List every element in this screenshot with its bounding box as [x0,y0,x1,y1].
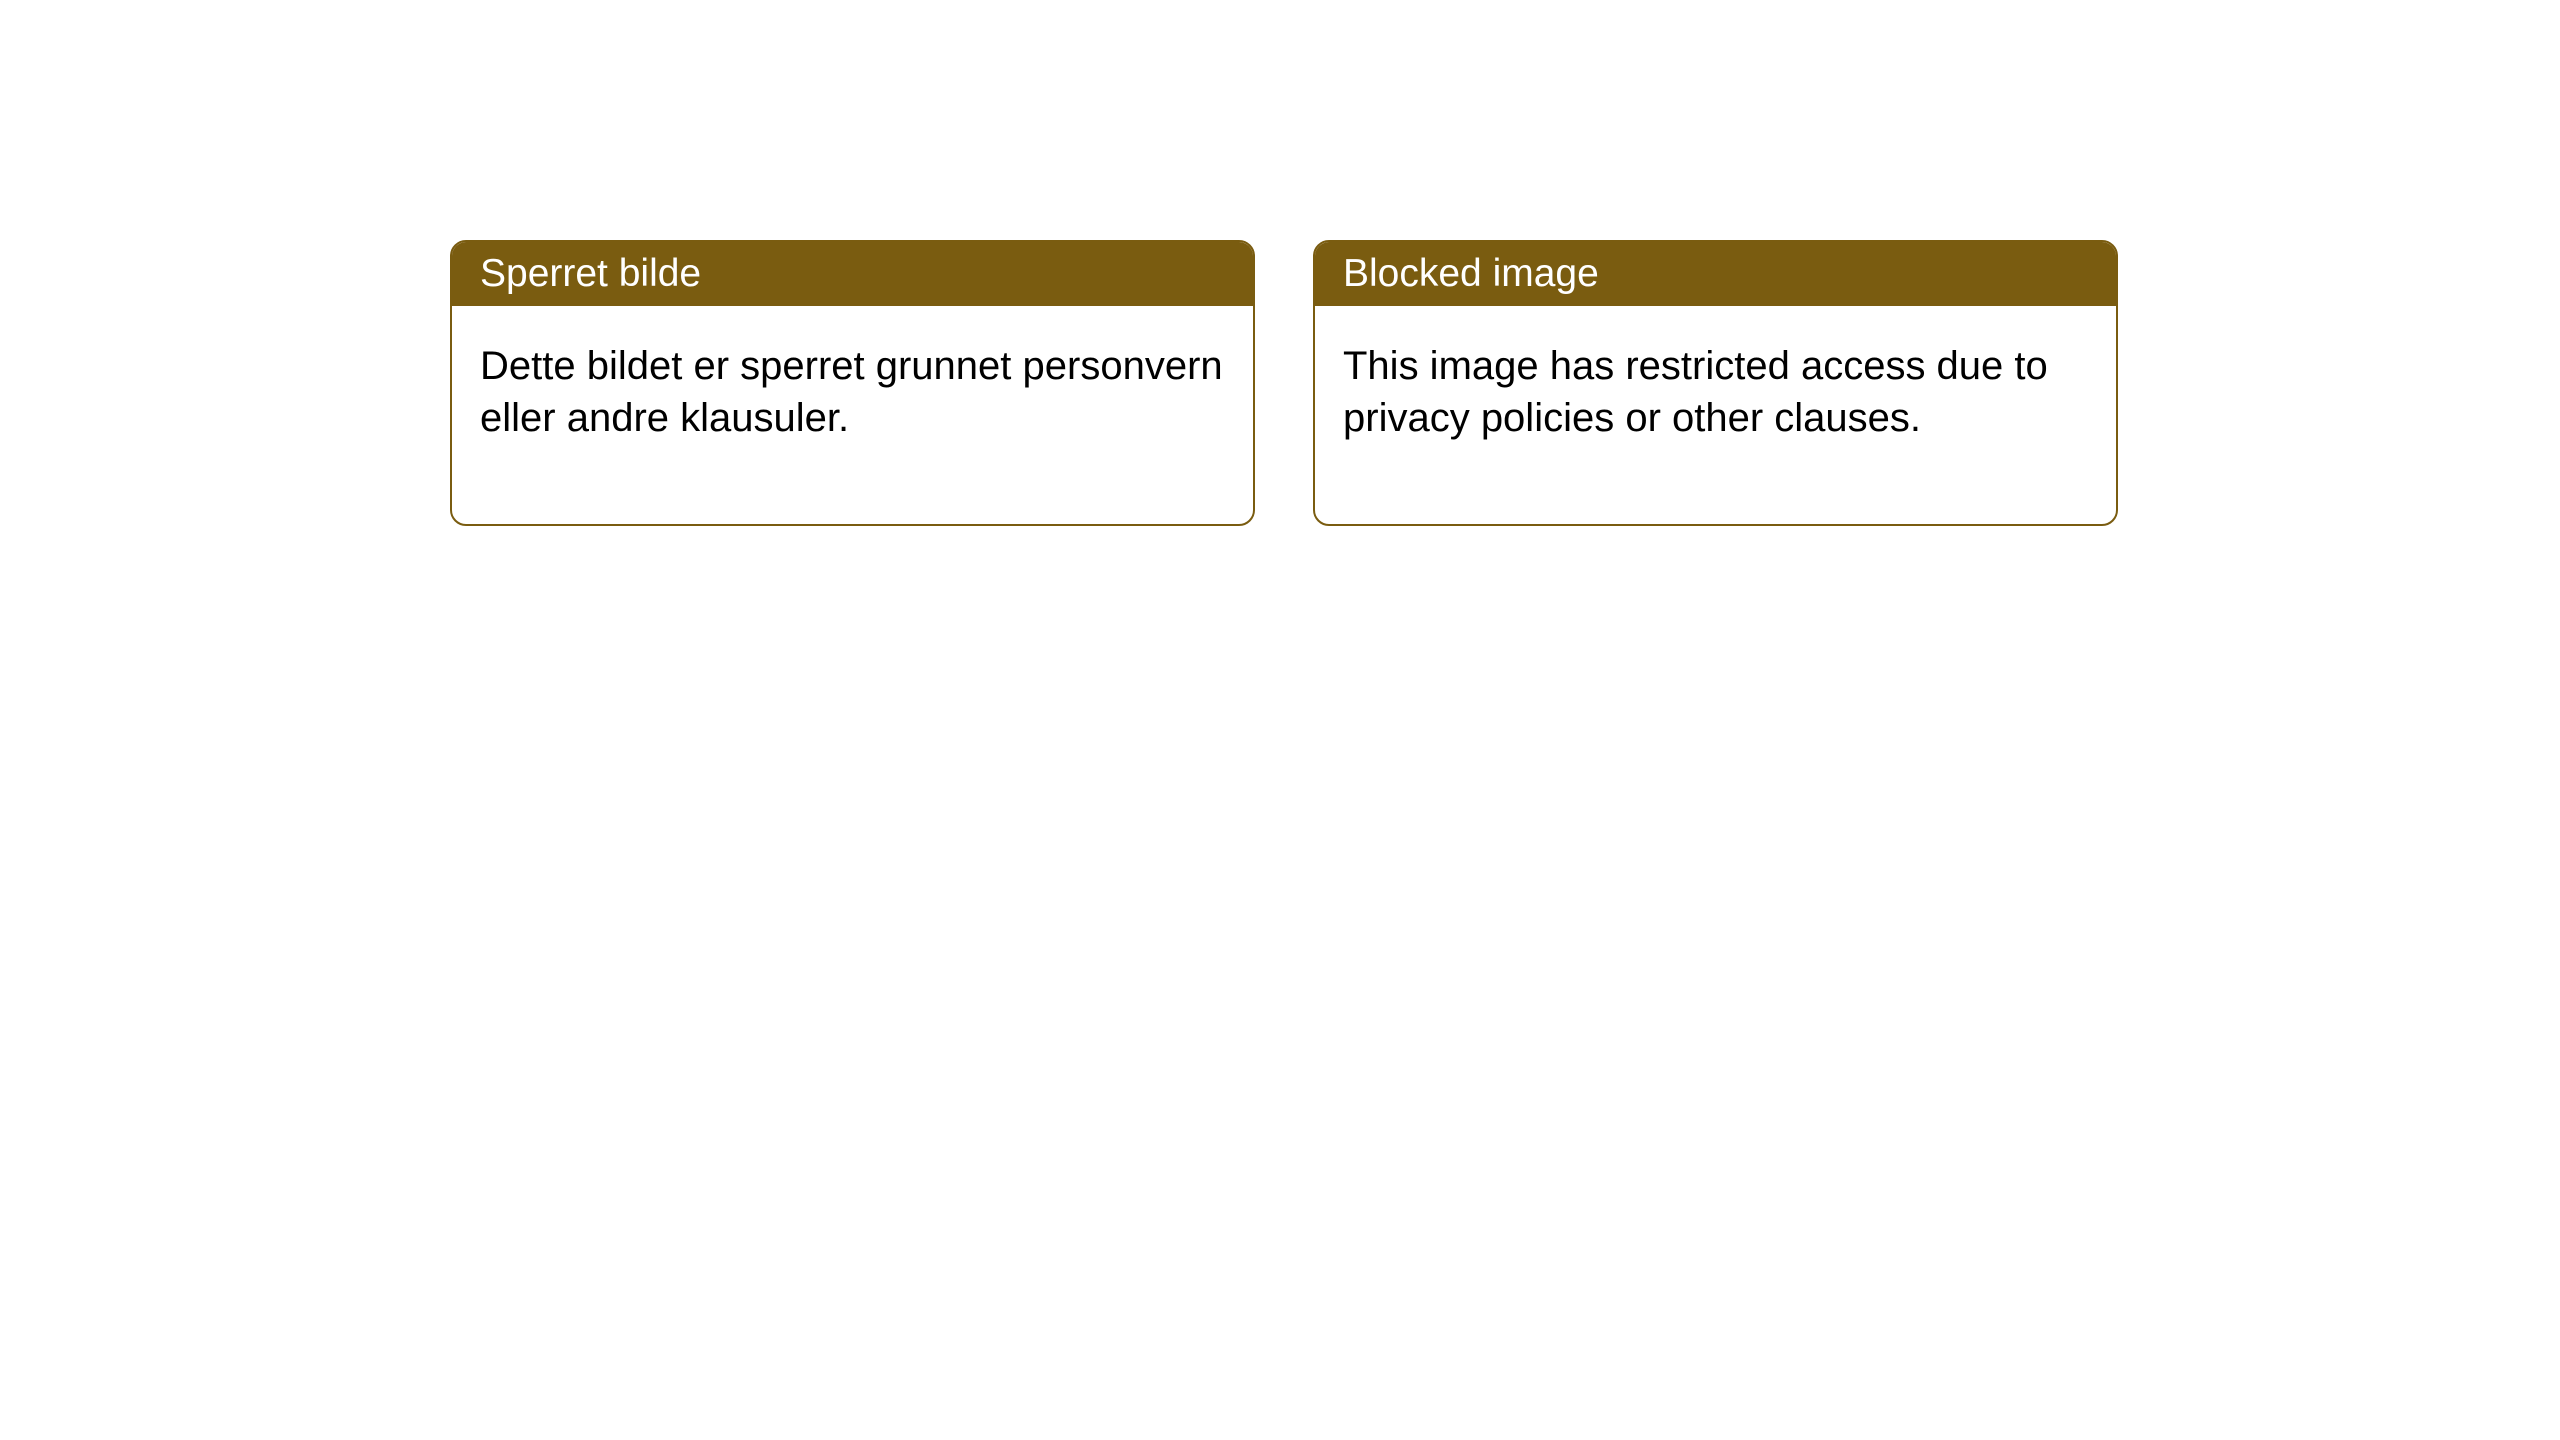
blocked-image-card-no: Sperret bilde Dette bildet er sperret gr… [450,240,1255,526]
cards-container: Sperret bilde Dette bildet er sperret gr… [0,0,2560,526]
card-message: Dette bildet er sperret grunnet personve… [480,344,1223,440]
blocked-image-card-en: Blocked image This image has restricted … [1313,240,2118,526]
card-title: Sperret bilde [480,252,701,295]
card-header: Blocked image [1315,242,2116,306]
card-header: Sperret bilde [452,242,1253,306]
card-message: This image has restricted access due to … [1343,344,2048,440]
card-body: This image has restricted access due to … [1315,306,2116,524]
card-body: Dette bildet er sperret grunnet personve… [452,306,1253,524]
card-title: Blocked image [1343,252,1599,295]
